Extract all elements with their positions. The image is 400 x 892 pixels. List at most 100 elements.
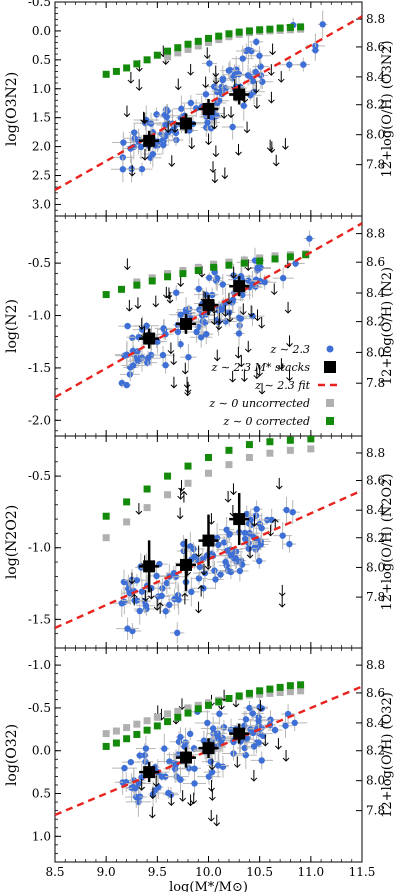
arrow-head [204,565,212,571]
z0-uncorrected-point [266,449,274,457]
plot-area [55,10,362,192]
arrow-head [142,597,149,602]
right-tick-label: 8.8 [366,12,385,26]
galaxy-point [258,524,265,532]
panel-n2: -0.5 -1.0 -1.5 -2.0 8.8 8.6 8.4 8.2 8.0 7.8 log(N2… [4,215,395,437]
galaxy-point [137,143,145,151]
arrow-head [152,782,160,787]
z0-corrected-point [225,446,233,454]
arrow-head [156,602,164,607]
galaxy-point [255,717,262,725]
upper-limit-arrow [176,507,184,520]
arrow-head [123,113,131,118]
galaxy-point [213,274,221,282]
z0-uncorrected-point [184,45,192,53]
upper-limit-arrow [208,789,216,801]
arrow-head [202,84,209,89]
galaxy-point [214,733,221,740]
arrow-head [162,294,170,299]
galaxy-point [286,61,293,68]
arrow-head [220,114,228,119]
upper-limit-arrow [277,71,285,83]
z0-uncorrected-point [276,689,284,697]
y-tick-label: 0.0 [32,24,51,38]
upper-limit-arrow [235,144,242,156]
arrow-head [176,515,184,520]
upper-limit-arrow [215,318,223,331]
arrow-head [278,365,285,370]
galaxy-point [204,119,211,126]
y-tick-label: 0.5 [32,787,51,801]
right-tick-label: 8.4 [366,70,385,84]
upper-limit-arrow [128,164,136,177]
arrow-head [134,305,142,310]
galaxy-point [232,555,239,562]
arrow-head [141,156,149,161]
arrow-head [166,299,174,304]
galaxy-point [191,780,198,787]
z0-corrected-point [271,255,279,263]
y-tick-label: -1.0 [28,541,51,555]
galaxy-point [124,625,131,632]
upper-limit-arrow [198,265,206,278]
galaxy-point [193,328,200,336]
z0-corrected-point [102,512,110,520]
galaxy-point [220,723,228,731]
galaxy-point [129,347,137,355]
upper-limit-arrow [282,138,289,150]
arrow-head [243,129,251,134]
z0-corrected-point [297,681,305,689]
upper-limit-arrow [244,259,252,272]
upper-limit-arrow [123,258,131,271]
galaxy-point [174,629,181,637]
z0-corrected-point [235,692,243,700]
upper-limit-arrow [246,546,254,559]
galaxy-point [121,764,128,772]
upper-limit-arrow [241,370,248,382]
galaxy-point [165,789,172,797]
z0-uncorrected-point [286,446,294,454]
upper-limit-arrow [195,601,202,614]
z0-uncorrected-point [205,469,212,477]
upper-limit-arrow [208,758,216,771]
galaxy-point [134,356,141,364]
z0-corrected-point [286,682,294,690]
plot-area [55,681,362,827]
plot-area [55,222,362,399]
galaxy-point [129,627,136,635]
galaxy-point [129,334,136,341]
arrow-head [244,266,252,272]
galaxy-point [195,575,203,582]
upper-limit-arrow [207,809,215,822]
upper-limit-arrow [224,490,232,503]
z0-corrected-point [153,51,161,59]
upper-limit-arrow [222,305,229,317]
galaxy-point [142,758,149,765]
upper-limit-arrow [134,297,142,310]
galaxy-point [319,21,326,28]
right-tick-label: 8.2 [366,98,385,112]
galaxy-point [166,758,173,765]
z0-corrected-point [245,27,253,35]
galaxy-point [191,765,198,772]
arrow-head [165,295,173,300]
galaxy-point [241,744,248,752]
arrow-head [170,361,178,366]
arrow-head [179,797,187,802]
galaxy-point [244,72,252,79]
upper-limit-arrow [220,107,228,119]
y-tick-label: -1.0 [28,658,51,672]
upper-limit-arrow [270,283,278,296]
z0-corrected-point [194,266,202,274]
z0-corrected-point [276,24,284,32]
upper-limit-arrow [126,299,133,312]
stack-point [202,103,215,115]
y-tick-label: -0.5 [28,701,51,715]
arrow-head [180,490,188,495]
fit-line [55,222,362,399]
arrow-head [235,151,242,156]
x-axis-label: log(M*/M⊙) [169,880,248,892]
galaxy-point [197,334,205,341]
upper-limit-arrow [140,111,147,124]
upper-limit-arrow [181,362,189,375]
